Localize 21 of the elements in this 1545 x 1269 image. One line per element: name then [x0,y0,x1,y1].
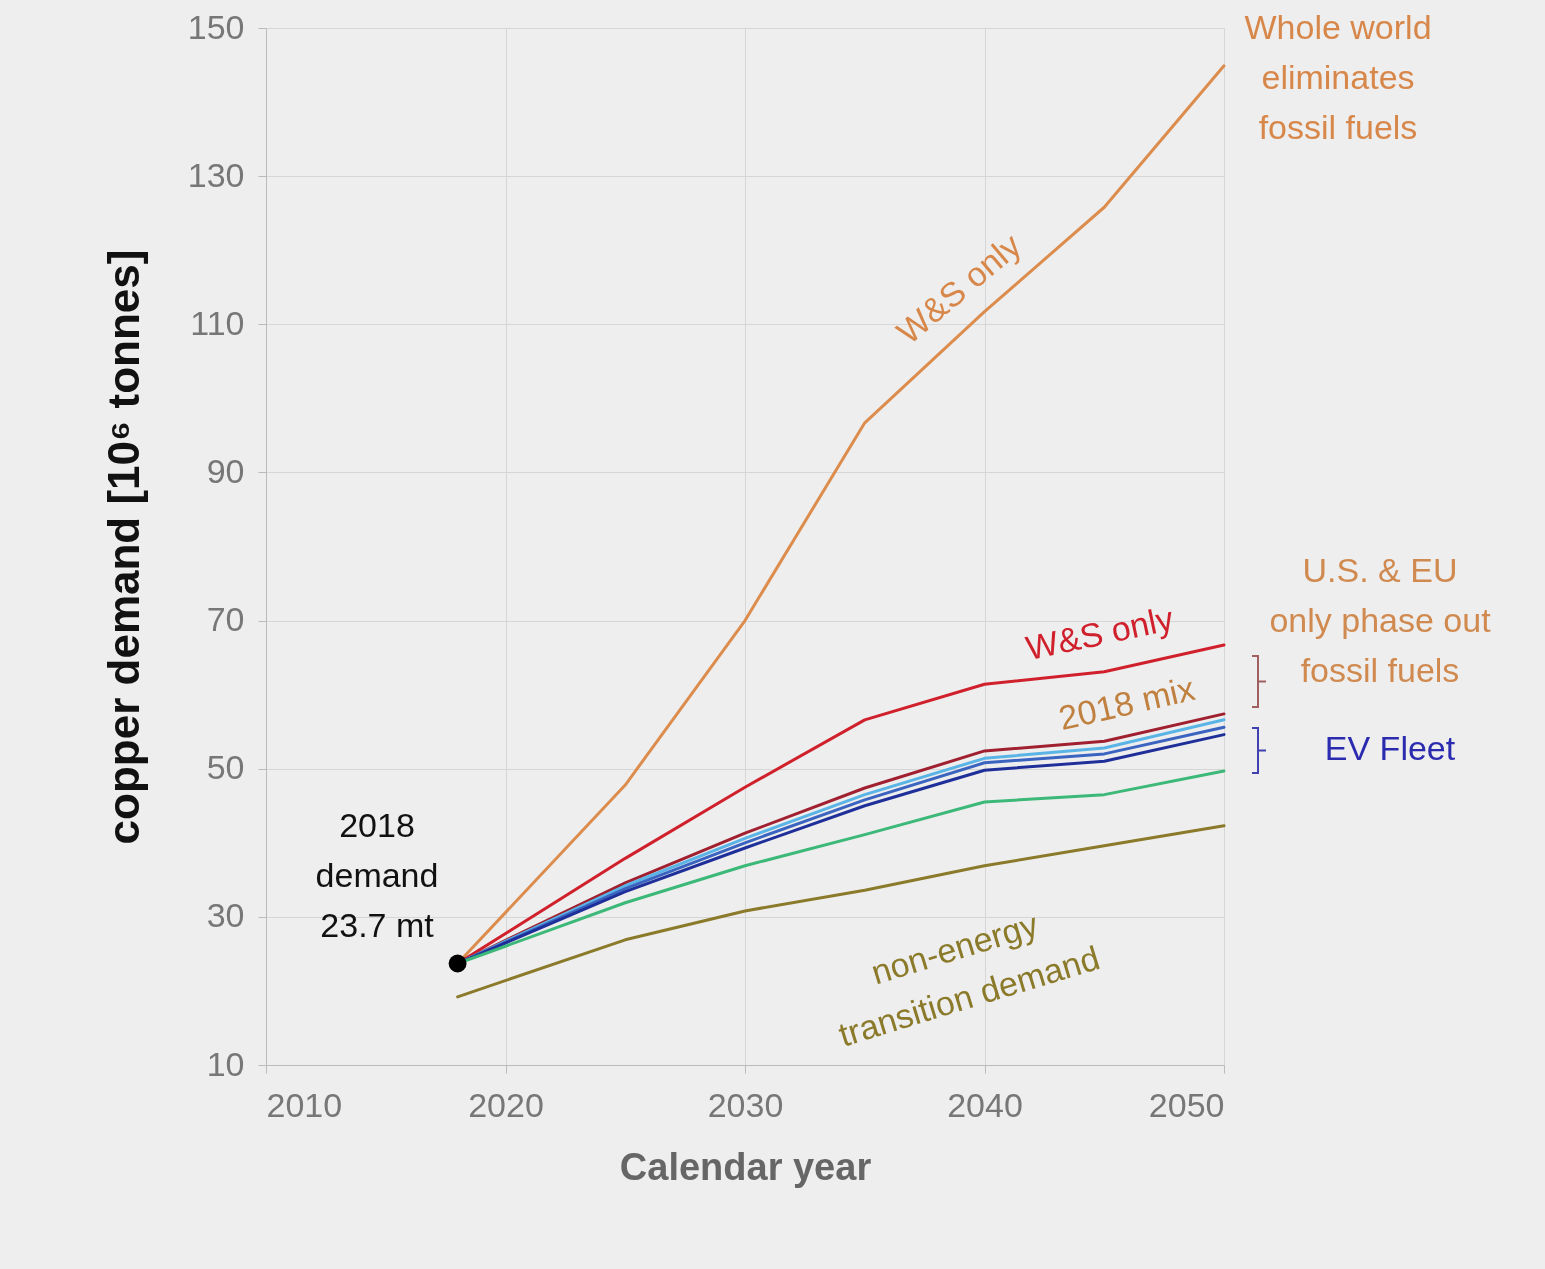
y-tick-label: 30 [206,896,245,935]
y-tick-label: 110 [190,303,245,342]
y-tick-label: 150 [187,7,245,46]
annotation: W&S only [1022,598,1177,668]
text: U.S. & EU only phase out fossil fuels [1269,551,1492,689]
annotation: 2018 demand 23.7 mt [315,806,439,944]
y-tick-label: 50 [206,748,245,787]
text: Whole world eliminates fossil fuels [1244,8,1432,146]
annotation: 2018 mix [1055,669,1199,738]
x-tick-label: 2030 [707,1085,784,1124]
x-tick-label: 2010 [266,1085,343,1124]
x-axis-title: Calendar year [619,1145,872,1188]
y-tick-label: 10 [206,1044,245,1083]
y-tick-label: 90 [206,451,245,490]
x-tick-label: 2040 [947,1085,1023,1124]
y-axis-title: copper demand [10⁶ tonnes] [98,249,148,845]
y-tick-label: 130 [187,155,245,194]
x-tick-label: 2050 [1148,1085,1225,1124]
x-tick-label: 2020 [468,1085,544,1124]
y-tick-label: 70 [206,600,245,639]
text: EV Fleet [1324,729,1456,767]
